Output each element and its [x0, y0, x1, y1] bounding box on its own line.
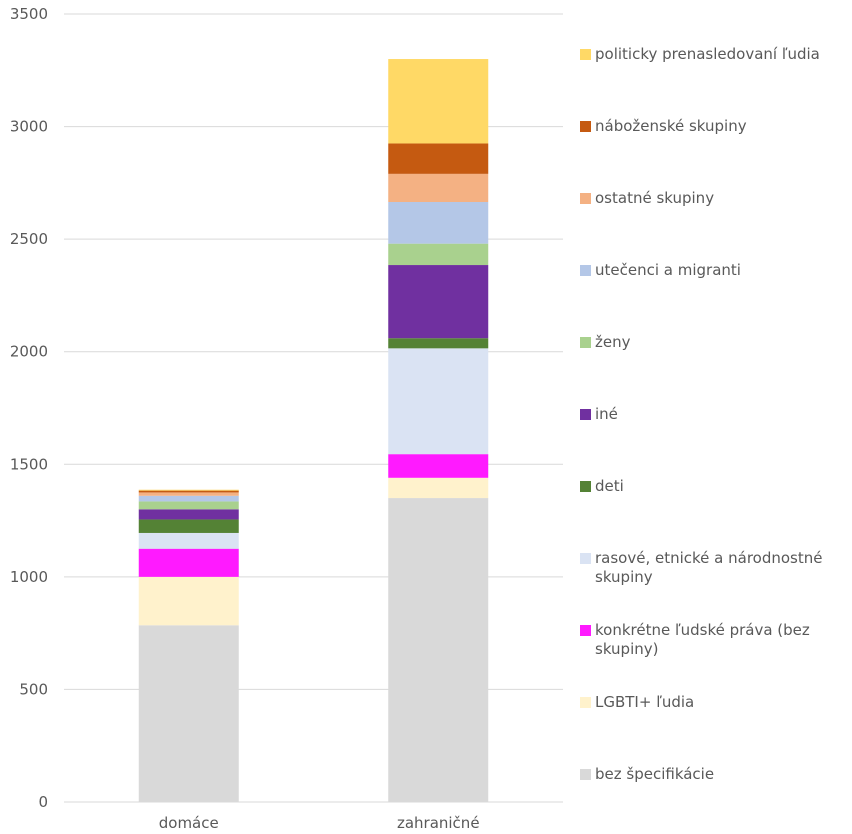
bar-segment: [138, 576, 239, 626]
legend-label: ostatné skupiny: [595, 189, 715, 207]
y-tick-label: 1500: [10, 455, 48, 473]
legend-swatch: [580, 769, 591, 780]
legend-swatch: [580, 49, 591, 60]
legend-label: politicky prenasledovaní ľudia: [595, 45, 820, 63]
y-tick-label: 0: [38, 793, 48, 811]
legend-label: konkrétne ľudské práva (bez skupiny): [595, 621, 810, 658]
bar-segment: [138, 509, 239, 520]
bar-segment: [388, 173, 489, 202]
legend-swatch: [580, 553, 591, 564]
legend-swatch: [580, 481, 591, 492]
legend-item: rasové, etnické a národnostné skupiny: [580, 549, 850, 587]
y-tick-label: 1000: [10, 568, 48, 586]
bar-segment: [388, 143, 489, 174]
bar-segment: [138, 519, 239, 533]
bar-segment: [388, 243, 489, 266]
bar-segment: [388, 498, 489, 802]
legend-swatch: [580, 697, 591, 708]
legend-item: konkrétne ľudské práva (bez skupiny): [580, 621, 850, 659]
legend-item: politicky prenasledovaní ľudia: [580, 45, 850, 64]
bar-segment: [138, 495, 239, 502]
legend-label: deti: [595, 477, 624, 495]
bar-segment: [388, 59, 489, 144]
legend-item: náboženské skupiny: [580, 117, 850, 136]
legend-label: bez špecifikácie: [595, 765, 715, 783]
legend-label: rasové, etnické a národnostné skupiny: [595, 549, 823, 586]
y-tick-label: 3000: [10, 118, 48, 136]
legend-item: LGBTI+ ľudia: [580, 693, 850, 712]
x-category-label: zahraničné: [397, 814, 480, 832]
bar-segment: [138, 489, 239, 491]
legend-label: ženy: [595, 333, 631, 351]
legend-item: deti: [580, 477, 850, 496]
legend-item: iné: [580, 405, 850, 424]
legend-label: utečenci a migranti: [595, 261, 741, 279]
y-tick-label: 3500: [10, 5, 48, 23]
legend-item: bez špecifikácie: [580, 765, 850, 784]
legend-swatch: [580, 121, 591, 132]
bar-segment: [138, 625, 239, 802]
bar-segment: [138, 532, 239, 549]
legend-item: ostatné skupiny: [580, 189, 850, 208]
y-tick-label: 2000: [10, 343, 48, 361]
legend-swatch: [580, 265, 591, 276]
legend-item: ženy: [580, 333, 850, 352]
bar-segment: [388, 348, 489, 455]
legend-label: iné: [595, 405, 618, 423]
legend-swatch: [580, 193, 591, 204]
bar-segment: [138, 490, 239, 493]
legend-label: náboženské skupiny: [595, 117, 747, 135]
bar-segment: [388, 477, 489, 499]
legend-swatch: [580, 409, 591, 420]
bar-segment: [388, 201, 489, 244]
legend: politicky prenasledovaní ľudia náboženské…: [580, 0, 852, 834]
bar-segment: [388, 454, 489, 478]
legend-item: utečenci a migranti: [580, 261, 850, 280]
legend-label: LGBTI+ ľudia: [595, 693, 695, 711]
x-category-label: domáce: [159, 814, 219, 832]
bar-segment: [138, 492, 239, 496]
legend-swatch: [580, 337, 591, 348]
y-tick-label: 500: [19, 680, 48, 698]
bar-segment: [388, 338, 489, 349]
legend-swatch: [580, 625, 591, 636]
bar-segment: [388, 265, 489, 339]
y-tick-label: 2500: [10, 230, 48, 248]
bar-segment: [138, 548, 239, 577]
bar-segment: [138, 501, 239, 510]
